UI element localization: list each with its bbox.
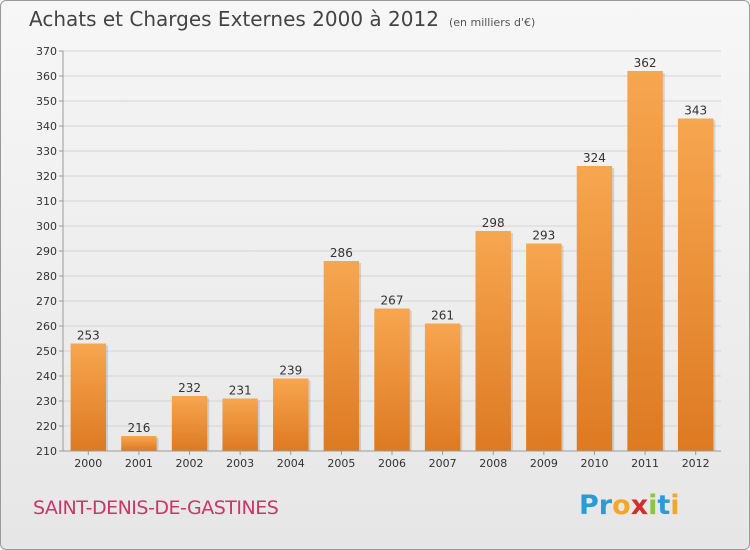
logo-letter: x [630, 490, 649, 521]
data-label: 261 [431, 309, 454, 323]
y-tick-label: 300 [36, 220, 57, 233]
bar [627, 71, 663, 451]
x-tick-label: 2008 [479, 457, 507, 470]
bar [273, 378, 309, 451]
bar [475, 231, 511, 451]
bar [526, 243, 562, 451]
data-label: 362 [634, 56, 657, 70]
x-tick-label: 2012 [682, 457, 710, 470]
y-tick-label: 230 [36, 395, 57, 408]
data-label: 253 [77, 329, 100, 343]
x-tick-label: 2001 [125, 457, 153, 470]
x-tick-label: 2009 [530, 457, 558, 470]
logo-letter: i [648, 490, 658, 521]
y-tick-label: 240 [36, 370, 57, 383]
data-label: 343 [684, 104, 707, 118]
bar [70, 343, 107, 451]
y-tick-label: 260 [36, 320, 57, 333]
commune-name: SAINT-DENIS-DE-GASTINES [33, 497, 279, 519]
bars [70, 71, 716, 451]
y-tick-label: 270 [36, 295, 57, 308]
y-tick-label: 350 [36, 95, 57, 108]
x-tick-label: 2005 [327, 457, 355, 470]
y-tick-label: 210 [36, 445, 57, 458]
x-tick-label: 2002 [176, 457, 204, 470]
data-label: 286 [330, 246, 353, 260]
bar [323, 261, 360, 451]
bar [374, 308, 410, 451]
chart-unit: (en milliers d'€) [448, 16, 536, 29]
data-labels: 253 216 232 231 239 286 267 261 298 293 324 362 343 [77, 56, 707, 435]
x-tick-label: 2011 [631, 457, 659, 470]
logo-letter: P [579, 490, 599, 521]
data-label: 267 [381, 294, 404, 308]
data-label: 232 [178, 381, 201, 395]
bar [121, 436, 157, 451]
y-tick-label: 250 [36, 345, 57, 358]
y-tick-label: 310 [36, 195, 57, 208]
logo-letter: r [598, 490, 613, 521]
x-tick-label: 2006 [378, 457, 406, 470]
data-label: 231 [229, 384, 252, 398]
chart-title-text: Achats et Charges Externes 2000 à 2012 [29, 7, 439, 31]
bar [171, 396, 208, 451]
y-tick-label: 280 [36, 270, 57, 283]
data-label: 298 [482, 216, 505, 230]
y-axis-ticks: 210 220 230 240 250 260 270 280 290 300 310 320 330 3… [36, 45, 63, 458]
x-tick-label: 2007 [429, 457, 457, 470]
y-tick-label: 290 [36, 245, 57, 258]
x-axis-ticks: 2000 2001 2002 2003 2004 2005 2006 2007 2008 2009… [74, 451, 710, 470]
x-tick-label: 2004 [277, 457, 305, 470]
y-tick-label: 220 [36, 420, 57, 433]
data-label: 239 [279, 364, 302, 378]
x-tick-label: 2003 [226, 457, 254, 470]
bar [424, 323, 461, 451]
data-label: 216 [127, 421, 150, 435]
y-tick-label: 320 [36, 170, 57, 183]
bar [576, 166, 613, 451]
chart-title: Achats et Charges Externes 2000 à 2012 (e… [29, 7, 535, 31]
data-label: 293 [532, 229, 555, 243]
x-tick-label: 2000 [74, 457, 102, 470]
data-label: 324 [583, 151, 606, 165]
y-tick-label: 360 [36, 70, 57, 83]
logo-letter: t [657, 490, 671, 521]
y-tick-label: 370 [36, 45, 57, 58]
logo-letter: o [612, 490, 631, 521]
bar [677, 118, 714, 451]
logo-letter: i [670, 490, 680, 521]
proxiti-logo: Proxiti [579, 490, 680, 521]
x-tick-label: 2010 [580, 457, 608, 470]
y-tick-label: 340 [36, 120, 57, 133]
y-tick-label: 330 [36, 145, 57, 158]
bar [222, 398, 258, 451]
